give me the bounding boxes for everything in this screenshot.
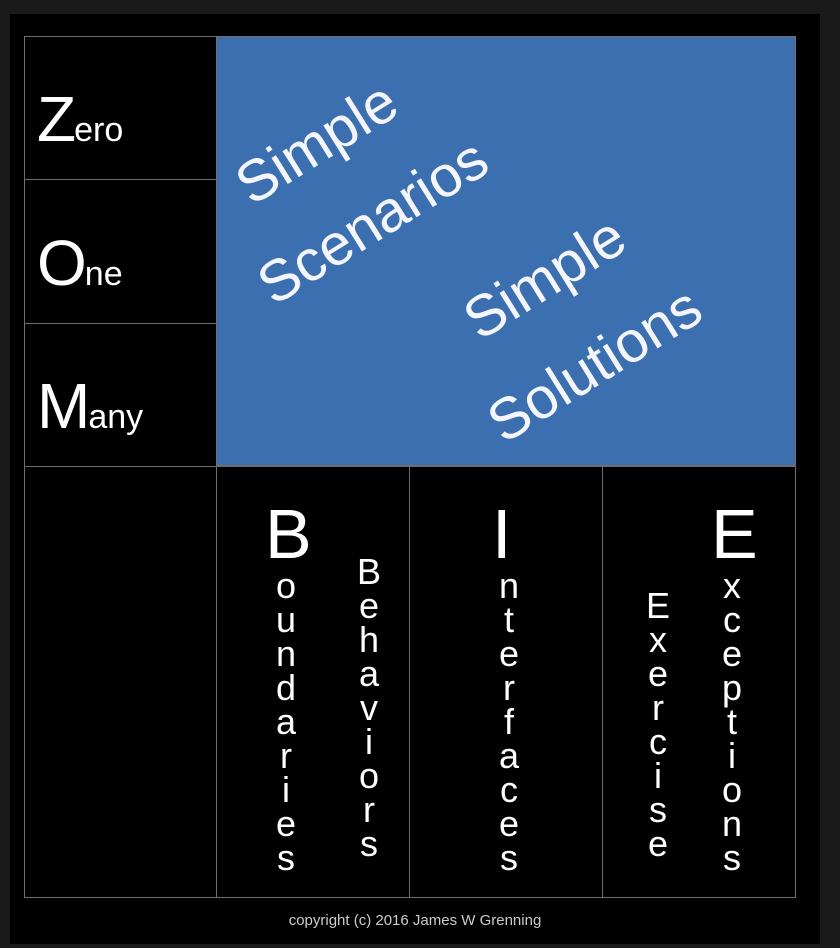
letter-glyph: s — [360, 823, 378, 864]
letter-glyph: e — [498, 803, 520, 844]
letter-glyph: t — [726, 701, 737, 742]
letter-glyph: t — [503, 599, 514, 640]
letter-glyph: o — [358, 755, 380, 796]
letter-glyph: n — [721, 803, 743, 844]
letter-glyph: h — [358, 619, 380, 660]
letter-glyph: e — [647, 823, 669, 864]
letter-b: B — [265, 495, 312, 573]
letter-e: E — [711, 495, 758, 573]
letter-glyph: r — [280, 735, 292, 776]
letter-glyph: r — [503, 667, 515, 708]
letter-i: I — [492, 495, 512, 573]
letter-glyph: s — [277, 837, 295, 878]
cell-empty — [24, 466, 217, 898]
cell-many: Many — [24, 323, 217, 467]
letter-glyph: i — [365, 721, 373, 762]
letter-glyph: e — [721, 633, 743, 674]
letter-glyph: e — [275, 803, 297, 844]
letter-glyph: n — [275, 633, 297, 674]
letter-glyph: x — [723, 565, 741, 606]
letter-glyph: e — [498, 633, 520, 674]
letter-glyph: r — [363, 789, 375, 830]
letter-glyph: c — [500, 769, 518, 810]
copyright-footer: copyright (c) 2016 James W Grenning — [288, 912, 542, 929]
letter-glyph: s — [649, 789, 667, 830]
letter-glyph: c — [723, 599, 741, 640]
letter-glyph: a — [275, 701, 297, 742]
cell-one: One — [24, 179, 217, 324]
letter-glyph: s — [723, 837, 741, 878]
label-many: Many — [37, 370, 144, 442]
letter-glyph: c — [649, 721, 667, 762]
letter-glyph: B — [356, 551, 381, 592]
letter-glyph: i — [282, 769, 290, 810]
letter-glyph: o — [275, 565, 297, 606]
label-one: One — [37, 227, 123, 299]
letter-glyph: a — [498, 735, 520, 776]
label-zero: Zero — [37, 83, 124, 155]
letter-glyph: e — [358, 585, 380, 626]
letter-glyph: o — [721, 769, 743, 810]
letter-glyph: x — [649, 619, 667, 660]
cell-zero: Zero — [24, 36, 217, 180]
slide: Zero One Many Simple Scenarios Simple So… — [10, 14, 820, 944]
letter-glyph: e — [647, 653, 669, 694]
letter-glyph: d — [275, 667, 297, 708]
letter-glyph: r — [652, 687, 664, 728]
letter-glyph: i — [654, 755, 662, 796]
letter-glyph: a — [358, 653, 380, 694]
simple-box: Simple Scenarios Simple Solutions — [216, 36, 796, 466]
letter-glyph: p — [721, 667, 743, 708]
letter-glyph: v — [360, 687, 378, 728]
letter-glyph: u — [275, 599, 297, 640]
letter-glyph: f — [503, 701, 514, 742]
letter-glyph: s — [500, 837, 518, 878]
letter-glyph: i — [728, 735, 736, 776]
letter-glyph: E — [645, 585, 670, 626]
letter-glyph: n — [498, 565, 520, 606]
